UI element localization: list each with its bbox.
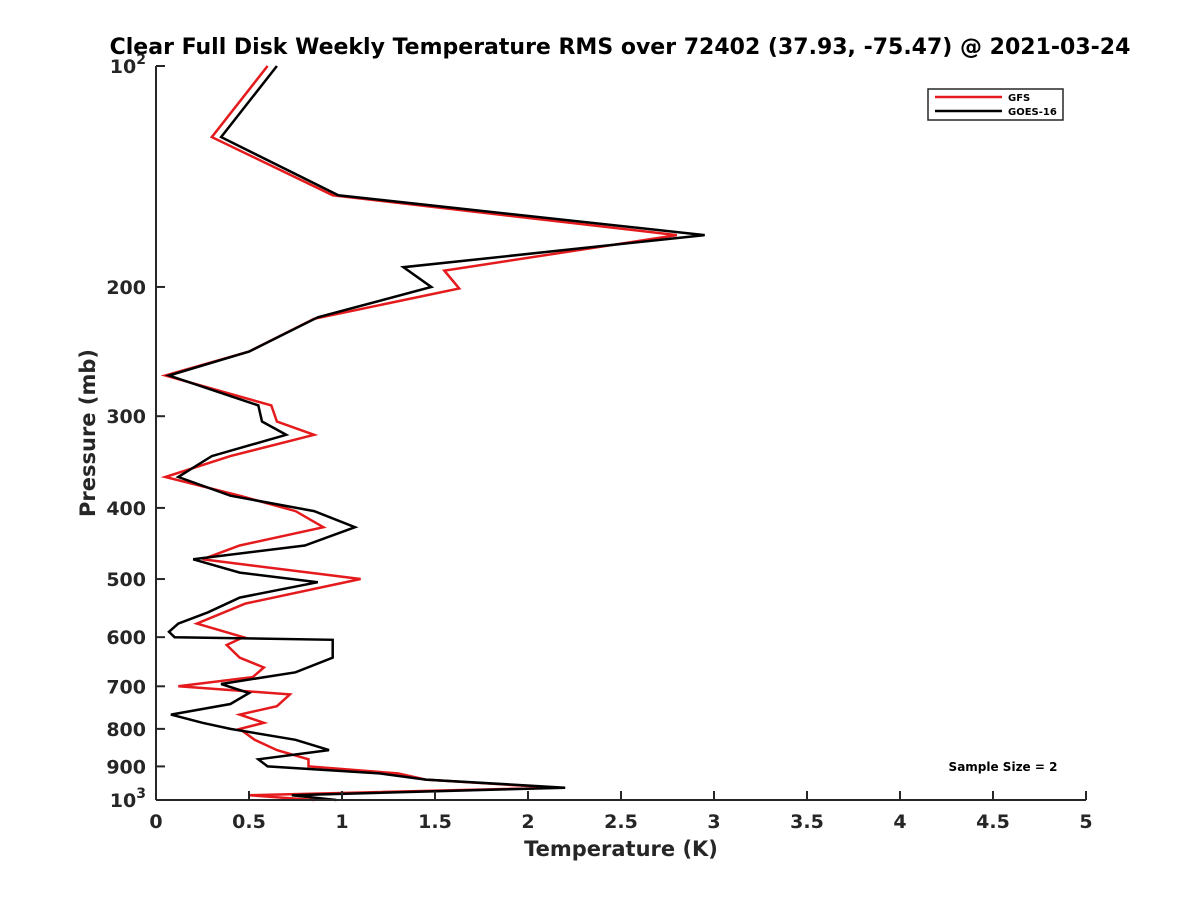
legend-label: GFS [1008,93,1030,104]
legend-items: GFS GOES-16 [935,93,1057,118]
x-axis-label: Temperature (K) [524,837,718,861]
y-tick-label: 600 [106,627,146,649]
y-tick-label: 900 [106,756,146,778]
series-line-goes-16 [164,65,705,802]
y-tick-label: 800 [106,719,146,741]
sample-size-annotation: Sample Size = 2 [949,760,1058,774]
x-ticks: 0 0.5 1 1.5 2 2.5 3 3.5 4 4.5 5 [149,791,1093,833]
y-axis-label: Pressure (mb) [76,349,100,517]
y-tick-label: 700 [106,676,146,698]
y-tick-label: 102 [110,52,146,78]
x-tick-label: 3 [707,811,720,833]
x-tick-label: 2.5 [604,811,638,833]
series-layer [160,65,705,802]
chart-title: Clear Full Disk Weekly Temperature RMS o… [110,35,1131,60]
y-tick-label: 400 [106,498,146,520]
y-tick-label: 300 [106,406,146,428]
legend: GFS GOES-16 [927,88,1064,121]
y-tick-label: 500 [106,569,146,591]
legend-label: GOES-16 [1008,107,1057,118]
x-tick-label: 3.5 [790,811,824,833]
x-tick-label: 1.5 [418,811,452,833]
x-tick-label: 1 [335,811,348,833]
y-ticks: 102 200 300 400 500 600 700 800 900 103 [106,52,165,812]
y-tick-label: 103 [110,786,146,812]
x-tick-label: 5 [1079,811,1092,833]
x-tick-label: 4 [893,811,906,833]
legend-box [927,88,1064,121]
x-tick-label: 0 [149,811,162,833]
y-tick-label: 200 [106,277,146,299]
x-tick-label: 2 [521,811,534,833]
x-tick-label: 0.5 [232,811,266,833]
x-tick-label: 4.5 [976,811,1010,833]
